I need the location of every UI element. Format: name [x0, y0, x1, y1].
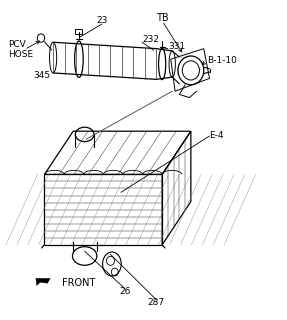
Text: TB: TB	[156, 12, 168, 23]
Text: 23: 23	[96, 16, 108, 25]
Text: 232: 232	[142, 36, 159, 44]
Text: 287: 287	[148, 298, 165, 307]
Text: 331: 331	[168, 42, 185, 51]
Text: FRONT: FRONT	[62, 278, 95, 288]
Text: 345: 345	[33, 71, 50, 80]
Text: E-4: E-4	[210, 132, 224, 140]
Polygon shape	[36, 278, 50, 285]
Text: PCV
HOSE: PCV HOSE	[9, 40, 34, 59]
Text: 26: 26	[119, 287, 131, 296]
Text: B-1-10: B-1-10	[207, 56, 236, 65]
